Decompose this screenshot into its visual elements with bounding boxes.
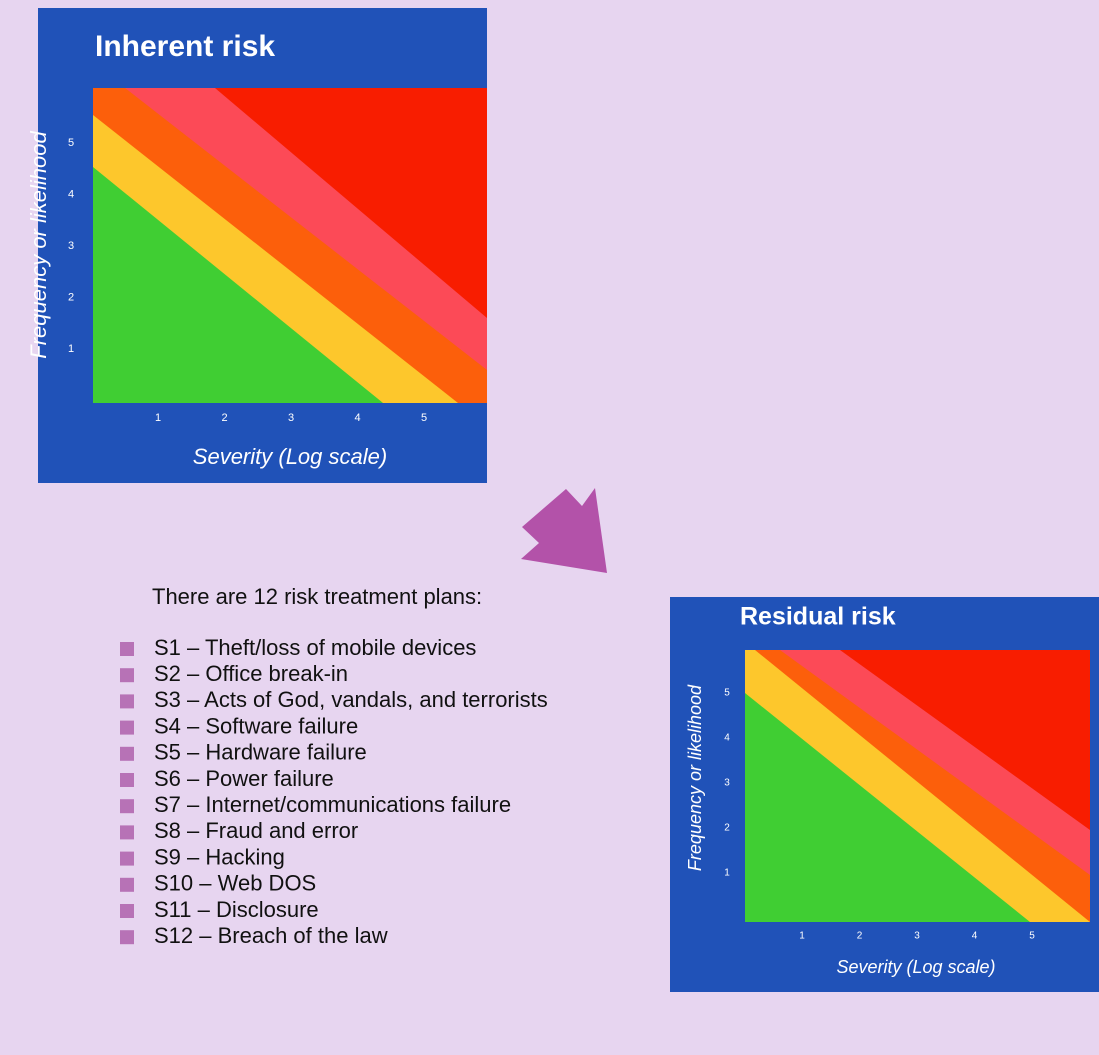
y-tick-label: 1 bbox=[68, 343, 74, 355]
bullet bbox=[120, 851, 134, 866]
list-item: S6 – Power failure bbox=[154, 766, 334, 791]
y-tick-label: 2 bbox=[68, 291, 74, 303]
list-item: S2 – Office break-in bbox=[154, 661, 348, 686]
x-tick-label: 1 bbox=[155, 412, 161, 424]
bullet bbox=[120, 746, 134, 761]
list-item: S4 – Software failure bbox=[154, 713, 358, 738]
list-item: S8 – Fraud and error bbox=[154, 818, 358, 843]
panel-title: Inherent risk bbox=[95, 30, 275, 63]
list-item: S1 – Theft/loss of mobile devices bbox=[154, 635, 476, 660]
bullet bbox=[120, 930, 134, 945]
list-item: S10 – Web DOS bbox=[154, 871, 316, 896]
arrow bbox=[521, 488, 607, 573]
x-axis-label: Severity (Log scale) bbox=[836, 957, 995, 977]
bullet bbox=[120, 773, 134, 787]
x-tick-label: 3 bbox=[288, 412, 294, 424]
bullet bbox=[120, 694, 134, 709]
y-tick-label: 3 bbox=[68, 240, 74, 252]
x-tick-label: 2 bbox=[857, 931, 863, 942]
x-tick-label: 5 bbox=[421, 412, 427, 424]
bullet bbox=[120, 877, 134, 892]
x-tick-label: 1 bbox=[799, 931, 805, 942]
y-tick-label: 5 bbox=[724, 688, 730, 699]
bullet bbox=[120, 642, 134, 656]
bullet bbox=[120, 799, 134, 814]
risk-band bbox=[745, 693, 1030, 922]
x-tick-label: 4 bbox=[972, 931, 978, 942]
y-axis-label: Frequency or likelihood bbox=[26, 131, 51, 359]
y-tick-label: 3 bbox=[724, 778, 730, 789]
y-tick-label: 5 bbox=[68, 137, 74, 149]
list-item: S7 – Internet/communications failure bbox=[154, 792, 511, 817]
x-tick-label: 3 bbox=[914, 931, 920, 942]
x-tick-label: 4 bbox=[354, 412, 360, 424]
y-axis-label: Frequency or likelihood bbox=[685, 684, 705, 871]
intro-text: There are 12 risk treatment plans: bbox=[152, 584, 482, 609]
risk-panel: Residual risk Severity (Log scale) Frequen… bbox=[670, 597, 1099, 992]
list-item: S3 – Acts of God, vandals, and terrorist… bbox=[154, 687, 548, 712]
risk-panel: Inherent risk Severity (Log scale) Frequen… bbox=[26, 8, 487, 483]
list-item: S12 – Breach of the law bbox=[154, 923, 388, 948]
x-axis-label: Severity (Log scale) bbox=[193, 444, 387, 469]
y-tick-label: 4 bbox=[724, 733, 730, 744]
x-tick-label: 2 bbox=[221, 412, 227, 424]
list-item: S9 – Hacking bbox=[154, 844, 285, 869]
list-item: S11 – Disclosure bbox=[154, 897, 319, 922]
bullet bbox=[120, 668, 134, 683]
y-tick-label: 2 bbox=[724, 823, 730, 834]
bullet bbox=[120, 720, 134, 735]
panel-title: Residual risk bbox=[740, 603, 896, 631]
risk-band bbox=[93, 167, 383, 403]
y-tick-label: 4 bbox=[68, 188, 74, 200]
bullet bbox=[120, 825, 134, 840]
x-tick-label: 5 bbox=[1029, 931, 1035, 942]
bullet bbox=[120, 904, 134, 918]
list-item: S5 – Hardware failure bbox=[154, 740, 367, 765]
y-tick-label: 1 bbox=[724, 868, 730, 879]
